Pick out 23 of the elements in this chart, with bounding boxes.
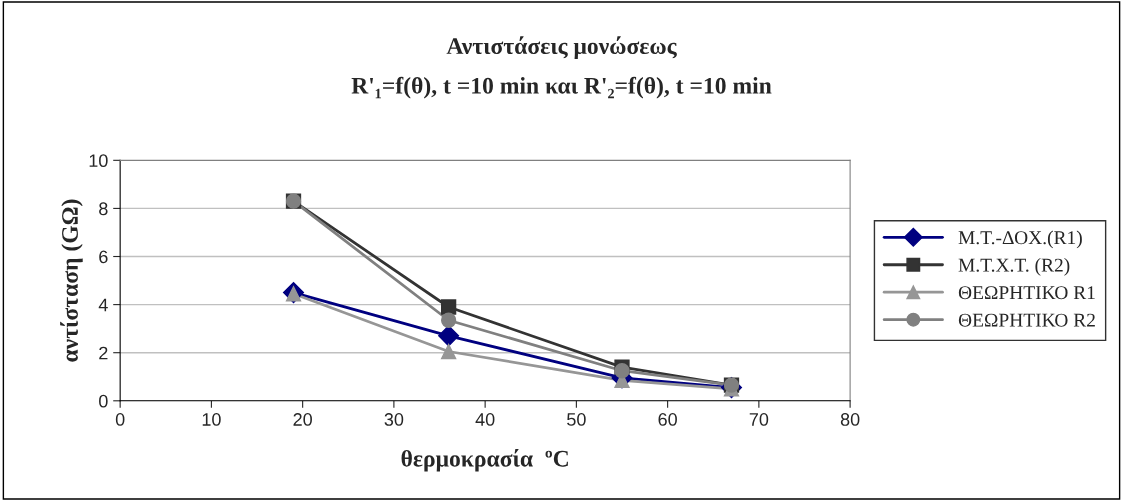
x-tick-label: 50	[567, 413, 586, 426]
legend-label: Μ.Τ.Χ.Τ. (R2)	[958, 258, 1070, 276]
y-tick-label: 6	[99, 250, 108, 264]
x-tick-label: 0	[115, 413, 125, 426]
chart-title: Αντιστάσεις μονώσεως	[446, 36, 677, 59]
y-axis-title: αντίσταση (GΩ)	[60, 199, 83, 362]
x-tick-label: 60	[658, 413, 677, 426]
legend-label: ΘΕΩΡΗΤΙΚΟ R2	[958, 313, 1095, 327]
chart-subtitle: R'₁=f(θ), t =10 min και R'₂=f(θ), t =10 min	[351, 76, 772, 99]
x-tick-label: 20	[293, 413, 312, 426]
y-tick-label: 2	[99, 346, 108, 360]
x-tick-label: 30	[384, 413, 404, 426]
x-tick-label: 70	[749, 413, 769, 426]
y-tick-label: 8	[99, 202, 108, 216]
legend-label: ΘΕΩΡΗΤΙΚΟ R1	[958, 286, 1095, 300]
y-tick-label: 4	[98, 298, 108, 312]
x-tick-label: 40	[475, 413, 495, 426]
y-tick-label: 10	[89, 154, 108, 168]
x-tick-label: 10	[202, 413, 221, 426]
x-tick-label: 80	[840, 413, 860, 426]
y-tick-label: 0	[99, 394, 108, 408]
legend-label: Μ.Τ.-ΔΟΧ.(R1)	[958, 230, 1082, 249]
x-axis-title: θερμοκρασία ºC	[401, 448, 568, 472]
